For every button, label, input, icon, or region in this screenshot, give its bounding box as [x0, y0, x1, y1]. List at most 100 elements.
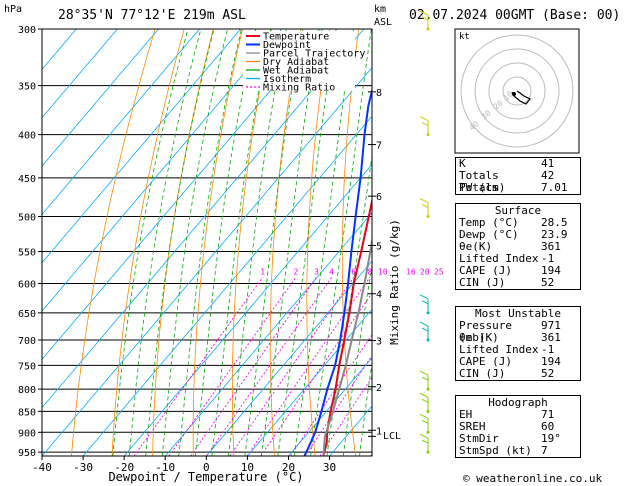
temp-tick-label: -40: [32, 461, 52, 474]
dry-adiabat: [232, 29, 272, 456]
mixing-ratio-label: 25: [434, 267, 444, 276]
mixing-ratio-line: [229, 277, 355, 456]
mixing-ratio-axis-title: Mixing Ratio (g/kg): [388, 219, 401, 345]
wind-barb: [419, 116, 430, 137]
index-row: PW (cm) 7.01: [459, 181, 568, 194]
altitude-tick-label: 4: [376, 290, 382, 301]
temp-tick-label: -20: [114, 461, 134, 474]
index-row: Totals Totals 42: [459, 169, 555, 194]
wet-adiabat: [359, 360, 372, 456]
section-title-most-unstable: Most Unstable: [474, 307, 562, 320]
altitude-tick-label: 5: [376, 241, 382, 252]
wind-barb: [419, 294, 430, 315]
isotherm: [42, 29, 365, 409]
temp-tick-label: -10: [155, 461, 175, 474]
legend-entry: Dewpoint: [263, 40, 311, 51]
pressure-tick-label: 600: [18, 279, 36, 290]
isotherm: [42, 29, 159, 167]
mixing-ratio-line: [290, 333, 372, 456]
hodograph: kt 10 20 30 40: [454, 28, 580, 154]
hodograph-trace: [511, 90, 531, 105]
index-row: Lifted Index -1: [459, 252, 555, 265]
pressure-tick-label: 750: [18, 361, 36, 372]
mixing-ratio-label: 2: [293, 267, 298, 276]
index-row: EH 71: [459, 408, 555, 421]
mixing-ratio-label: 16: [406, 267, 416, 276]
mixing-ratio-label: 20: [420, 267, 430, 276]
dry-adiabat: [111, 29, 185, 456]
wet-adiabat: [211, 29, 272, 456]
isotherm: [329, 405, 372, 456]
km-unit: km: [374, 4, 387, 15]
mixing-ratio-label: 4: [329, 267, 334, 276]
isotherm: [82, 115, 372, 456]
asl-label: ASL: [374, 17, 393, 28]
wind-barb: [419, 10, 430, 31]
temp-tick-label: -30: [73, 461, 93, 474]
lcl-label: LCL: [383, 431, 401, 442]
wet-adiabat: [293, 29, 354, 456]
index-row: θe (K) 361: [459, 331, 561, 344]
index-row: SREH 60: [459, 420, 555, 433]
pressure-tick-label: 850: [18, 407, 36, 418]
index-row: Dewp (°C) 23.9: [459, 228, 568, 241]
mixing-ratio-label: 8: [367, 267, 372, 276]
index-row: Lifted Index -1: [459, 343, 555, 356]
index-row: Temp (°C) 28.5: [459, 216, 568, 229]
mixing-ratio-label: 3: [314, 267, 319, 276]
dry-adiabat: [592, 29, 629, 456]
wet-adiabat: [228, 29, 287, 456]
wet-adiabat: [178, 29, 242, 456]
section-title-surface: Surface: [494, 204, 542, 217]
temp-tick-label: 0: [203, 461, 210, 474]
indices-panel-surface: Surface Temp (°C) 28.5 Dewp (°C) 23.9 θe(K…: [455, 203, 581, 290]
altitude-tick-label: 2: [376, 383, 382, 394]
x-axis-title: Dewpoint / Temperature (°C): [108, 470, 303, 484]
dry-adiabat: [341, 29, 360, 456]
index-row: CIN (J) 52: [459, 367, 555, 380]
wind-barb: [419, 370, 430, 391]
isotherm: [205, 260, 372, 456]
wind-barb: [419, 433, 430, 454]
index-row: CAPE (J) 194: [459, 264, 561, 277]
wet-adiabat: [128, 29, 202, 456]
mixing-ratio-line: [190, 277, 317, 456]
wind-barb: [419, 198, 430, 219]
index-row: StmDir 19°: [459, 432, 561, 445]
temp-tick-label: 30: [323, 461, 336, 474]
wet-adiabat: [244, 29, 303, 456]
mixing-ratio-line: [206, 277, 332, 456]
mixing-ratio-label: 1: [260, 267, 265, 276]
index-row: θe(K) 361: [459, 240, 561, 253]
isotherm: [42, 29, 283, 312]
dry-adiabat: [621, 29, 629, 456]
pressure-tick-label: 650: [18, 309, 36, 320]
pressure-tick-label: 450: [18, 174, 36, 185]
legend-entry: Mixing Ratio: [263, 83, 335, 94]
isotherm: [164, 212, 372, 456]
series-parcel-trajectory: [322, 235, 372, 456]
wind-barb: [419, 392, 430, 413]
dry-adiabat: [269, 29, 301, 456]
storm-motion-marker: [512, 92, 516, 96]
isotherm: [247, 308, 372, 456]
wet-adiabat: [260, 29, 320, 456]
wet-adiabat: [145, 29, 215, 456]
pressure-tick-label: 300: [18, 25, 36, 36]
mixing-ratio-line: [133, 277, 264, 456]
dry-adiabat: [410, 29, 437, 456]
pressure-tick-label: 900: [18, 428, 36, 439]
wet-adiabat: [112, 29, 189, 456]
temp-tick-label: 10: [241, 461, 254, 474]
indices-panel-hodograph: Hodograph EH 71 SREH 60 StmDir 19° StmSpd (…: [455, 395, 581, 458]
wind-barb: [419, 321, 430, 342]
legend-entry: Dry Adiabat: [263, 57, 329, 68]
legend-entry: Temperature: [263, 32, 329, 43]
altitude-tick-label: 7: [376, 141, 382, 152]
wet-adiabat: [310, 29, 372, 456]
pressure-tick-label: 700: [18, 336, 36, 347]
mixing-ratio-line: [168, 277, 297, 456]
indices-panel-most-unstable: Most Unstable Pressure (mb) 971 θe (K) 361…: [455, 306, 581, 381]
dry-adiabat: [192, 29, 243, 456]
datetime-title: 02.07.2024 00GMT (Base: 00): [409, 8, 621, 23]
